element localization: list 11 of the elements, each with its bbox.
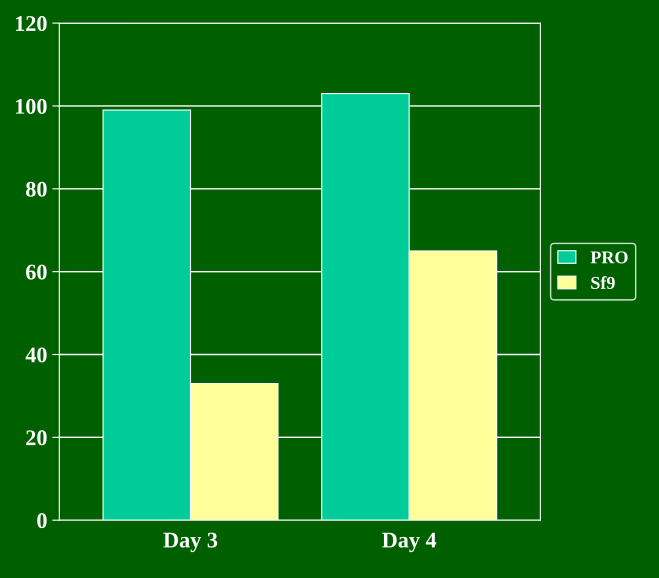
x-tick-label: Day 3: [163, 532, 218, 552]
y-tick-label: 60: [26, 264, 47, 280]
y-tick-label: 100: [16, 98, 47, 114]
y-tick-label: 80: [26, 182, 47, 197]
legend-label: Sf9: [591, 276, 615, 289]
legend-label: PRO: [590, 251, 628, 264]
x-tick-label: Day 4: [382, 532, 436, 552]
y-tick-label: 120: [16, 16, 47, 32]
y-tick-label: 40: [26, 347, 47, 362]
y-tick-label: 0: [37, 513, 47, 528]
y-tick-label: 20: [26, 430, 47, 446]
